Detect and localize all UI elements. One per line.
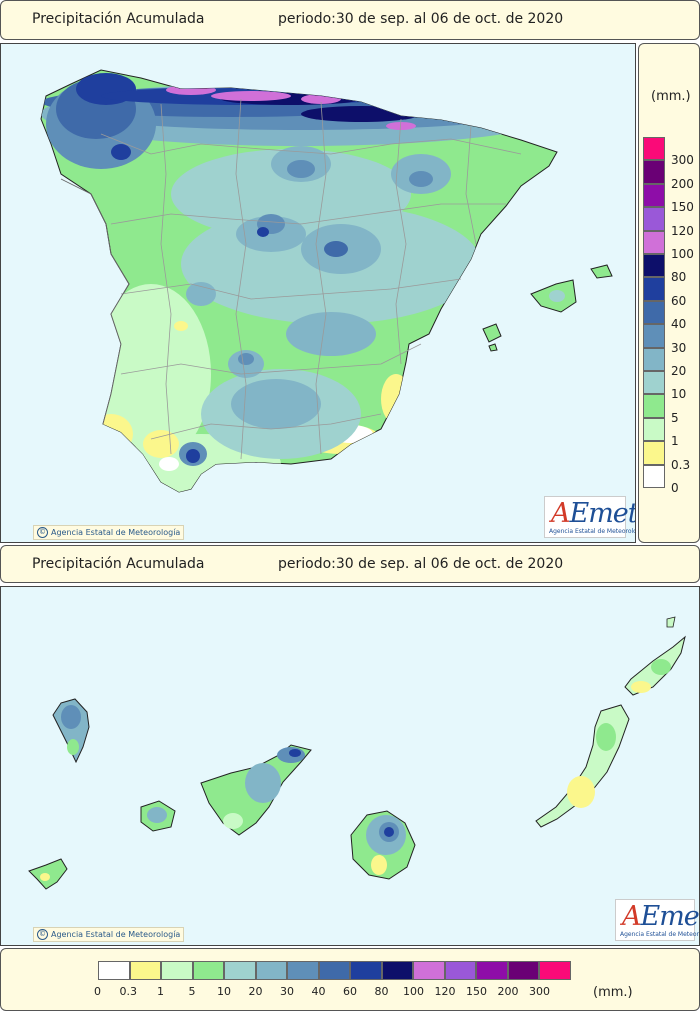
legend-swatch-80 (643, 254, 665, 278)
peninsula-map-graphic (40, 69, 613, 493)
legend-swatch-20 (643, 347, 665, 371)
menorca-island (590, 264, 613, 279)
aemet-logo-canarias: AEmet Agencia Estatal de Meteorología (615, 899, 699, 941)
legend-swatch-10 (643, 371, 665, 395)
legend-swatch-150 (643, 183, 665, 208)
aemet-logo: AEmet Agencia Estatal de Meteorología (544, 496, 635, 538)
canarias-map-graphic (28, 616, 686, 890)
top-title: Precipitación Acumulada (32, 11, 205, 27)
legend-h-label-0.3: 0.3 (119, 985, 138, 998)
legend-label-5: 5 (671, 410, 679, 425)
legend-h-swatch-100 (413, 961, 445, 980)
canarias-title: Precipitación Acumulada (32, 556, 205, 572)
legend-swatch-200 (643, 160, 665, 184)
province-borders (100, 98, 522, 460)
legend-label-40: 40 (671, 317, 687, 332)
legend-label-1: 1 (671, 434, 679, 449)
legend-horizontal: 0 0.3 1 5 10 20 30 40 60 80 100 120 150 200 300 (mm.) (0, 948, 700, 1011)
legend-h-label-300: 300 (529, 985, 550, 998)
legend-h-swatch-1 (161, 961, 193, 980)
canarias-copyright-notice: © Agencia Estatal de Meteorología (33, 927, 185, 942)
la-graciosa-island (666, 616, 676, 628)
legend-h-label-20: 20 (248, 985, 263, 998)
legend-swatch-1 (643, 417, 665, 442)
legend-h-label-1: 1 (157, 985, 164, 998)
legend-h-label-5: 5 (188, 985, 196, 998)
legend-h-label-100: 100 (403, 985, 424, 998)
legend-unit: (mm.) (651, 89, 691, 104)
portugal-border (60, 178, 130, 425)
legend-h-swatch-30 (287, 961, 319, 980)
legend-h-swatch-120 (444, 961, 476, 980)
legend-label-100: 100 (671, 247, 694, 261)
legend-label-80: 80 (671, 270, 687, 285)
peninsula-map: © Agencia Estatal de Meteorología AEmet … (0, 43, 636, 543)
legend-swatch-60 (643, 277, 665, 301)
canarias-map: © Agencia Estatal de Meteorología AEmet … (0, 586, 700, 946)
legend-h-swatch-0.3 (129, 961, 161, 980)
legend-label-10: 10 (671, 387, 687, 402)
legend-swatch-40 (643, 300, 665, 325)
formentera-island (488, 343, 498, 352)
legend-h-label-80: 80 (374, 985, 389, 998)
legend-h-swatch-0 (98, 961, 130, 980)
legend-swatch-0.3 (643, 441, 665, 465)
legend-swatch-300 (643, 137, 665, 161)
canarias-header: Precipitación Acumulada periodo:30 de se… (0, 545, 700, 583)
legend-h-label-120: 120 (434, 985, 456, 998)
legend-swatch-120 (643, 207, 665, 231)
legend-label-0: 0 (671, 481, 679, 495)
legend-label-30: 30 (671, 340, 687, 355)
legend-h-label-0: 0 (94, 985, 101, 998)
legend-h-swatch-200 (507, 961, 539, 980)
top-header: Precipitación Acumulada periodo:30 de se… (0, 0, 700, 40)
fuerteventura-island (535, 704, 630, 828)
legend-label-60: 60 (671, 293, 687, 308)
legend-horizontal-unit: (mm.) (593, 985, 633, 1000)
legend-swatch-5 (643, 394, 665, 418)
legend-vertical: (mm.) 0 0.3 1 5 10 20 30 40 60 80 100 120 150 200 300 (638, 43, 700, 543)
legend-h-swatch-300 (539, 961, 571, 980)
legend-h-label-150: 150 (466, 985, 487, 998)
legend-swatch-100 (643, 230, 665, 254)
legend-label-120: 120 (671, 223, 694, 238)
canarias-period: periodo:30 de sep. al 06 de oct. de 2020 (278, 556, 564, 572)
precipitation-fields (41, 73, 557, 492)
legend-swatch-30 (643, 324, 665, 348)
legend-swatch-0 (643, 464, 665, 488)
legend-h-label-60: 60 (343, 985, 357, 998)
legend-h-swatch-20 (255, 961, 287, 980)
copyright-icon: © (37, 929, 48, 940)
legend-h-swatch-40 (318, 961, 350, 980)
legend-h-label-30: 30 (280, 985, 294, 998)
legend-h-label-10: 10 (217, 985, 231, 998)
legend-h-swatch-5 (192, 961, 224, 980)
ibiza-island (482, 323, 502, 343)
legend-h-label-40: 40 (311, 985, 326, 998)
legend-h-swatch-60 (350, 961, 382, 980)
legend-label-0.3: 0.3 (671, 457, 691, 472)
legend-h-swatch-150 (476, 961, 508, 980)
legend-label-300: 300 (671, 153, 694, 168)
legend-h-label-200: 200 (497, 985, 519, 998)
legend-h-swatch-10 (224, 961, 256, 980)
copyright-notice: © Agencia Estatal de Meteorología (33, 525, 185, 540)
legend-label-150: 150 (671, 200, 694, 215)
legend-label-200: 200 (671, 176, 694, 191)
legend-label-20: 20 (671, 364, 687, 378)
legend-h-swatch-80 (381, 961, 413, 980)
top-period: periodo:30 de sep. al 06 de oct. de 2020 (278, 11, 564, 27)
copyright-icon: © (37, 527, 48, 538)
